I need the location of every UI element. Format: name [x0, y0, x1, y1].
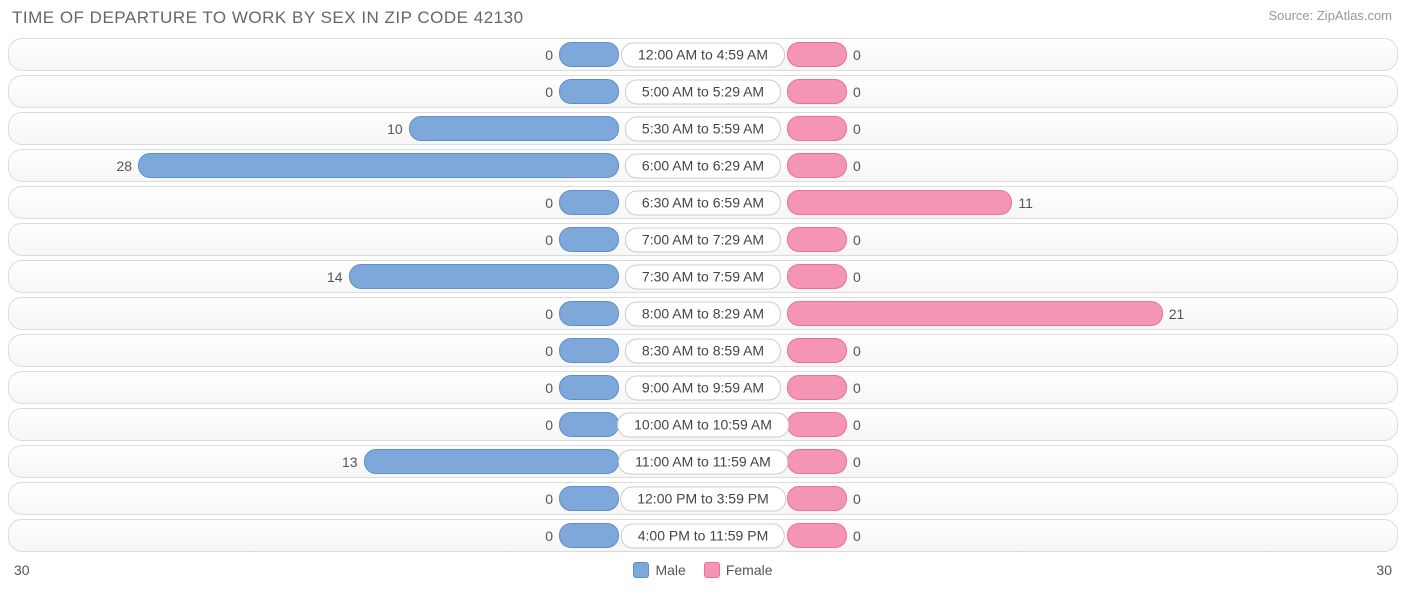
female-value: 21 — [1169, 306, 1185, 322]
row-label: 12:00 PM to 3:59 PM — [620, 486, 786, 511]
row-label: 6:30 AM to 6:59 AM — [625, 190, 781, 215]
female-bar — [787, 227, 847, 252]
chart-row: 28 0 6:00 AM to 6:29 AM — [8, 149, 1398, 182]
female-bar — [787, 301, 1163, 326]
female-bar — [787, 264, 847, 289]
source-attribution: Source: ZipAtlas.com — [1268, 8, 1392, 23]
row-label: 11:00 AM to 11:59 AM — [618, 449, 788, 474]
row-label: 9:00 AM to 9:59 AM — [625, 375, 781, 400]
female-bar — [787, 412, 847, 437]
female-value: 0 — [853, 121, 861, 137]
male-value: 0 — [545, 84, 553, 100]
female-bar — [787, 190, 1012, 215]
female-bar — [787, 486, 847, 511]
female-value: 0 — [853, 380, 861, 396]
female-value: 0 — [853, 491, 861, 507]
male-value: 0 — [545, 491, 553, 507]
female-bar — [787, 153, 847, 178]
female-value: 0 — [853, 417, 861, 433]
male-value: 0 — [545, 47, 553, 63]
chart-title: TIME OF DEPARTURE TO WORK BY SEX IN ZIP … — [8, 0, 1398, 38]
chart-row: 0 0 4:00 PM to 11:59 PM — [8, 519, 1398, 552]
tornado-chart: Source: ZipAtlas.com TIME OF DEPARTURE T… — [0, 0, 1406, 588]
row-label: 8:00 AM to 8:29 AM — [625, 301, 781, 326]
chart-row: 0 0 10:00 AM to 10:59 AM — [8, 408, 1398, 441]
row-label: 7:30 AM to 7:59 AM — [625, 264, 781, 289]
row-label: 5:30 AM to 5:59 AM — [625, 116, 781, 141]
row-label: 10:00 AM to 10:59 AM — [617, 412, 789, 437]
female-value: 0 — [853, 454, 861, 470]
male-bar — [559, 42, 619, 67]
male-value: 14 — [327, 269, 343, 285]
female-value: 0 — [853, 47, 861, 63]
row-label: 7:00 AM to 7:29 AM — [625, 227, 781, 252]
male-bar — [559, 227, 619, 252]
female-value: 11 — [1018, 195, 1033, 211]
female-value: 0 — [853, 84, 861, 100]
male-bar — [559, 79, 619, 104]
chart-row: 0 0 12:00 AM to 4:59 AM — [8, 38, 1398, 71]
row-label: 6:00 AM to 6:29 AM — [625, 153, 781, 178]
chart-row: 0 0 7:00 AM to 7:29 AM — [8, 223, 1398, 256]
male-value: 0 — [545, 343, 553, 359]
male-bar — [364, 449, 619, 474]
female-value: 0 — [853, 528, 861, 544]
male-bar — [559, 301, 619, 326]
female-value: 0 — [853, 158, 861, 174]
chart-row: 14 0 7:30 AM to 7:59 AM — [8, 260, 1398, 293]
male-value: 28 — [117, 158, 133, 174]
male-value: 0 — [545, 195, 553, 211]
female-bar — [787, 449, 847, 474]
chart-row: 0 11 6:30 AM to 6:59 AM — [8, 186, 1398, 219]
female-bar — [787, 42, 847, 67]
female-bar — [787, 338, 847, 363]
legend: Male Female — [633, 562, 772, 578]
male-value: 10 — [387, 121, 403, 137]
male-bar — [559, 523, 619, 548]
female-bar — [787, 523, 847, 548]
male-value: 0 — [545, 528, 553, 544]
female-value: 0 — [853, 269, 861, 285]
male-bar — [409, 116, 619, 141]
male-bar — [349, 264, 619, 289]
male-bar — [559, 190, 619, 215]
chart-row: 0 0 9:00 AM to 9:59 AM — [8, 371, 1398, 404]
legend-male: Male — [633, 562, 685, 578]
male-bar — [559, 486, 619, 511]
female-value: 0 — [853, 343, 861, 359]
female-bar — [787, 375, 847, 400]
chart-row: 0 21 8:00 AM to 8:29 AM — [8, 297, 1398, 330]
female-value: 0 — [853, 232, 861, 248]
chart-row: 0 0 5:00 AM to 5:29 AM — [8, 75, 1398, 108]
legend-female-swatch — [704, 562, 720, 578]
male-value: 13 — [342, 454, 358, 470]
male-bar — [559, 412, 619, 437]
male-value: 0 — [545, 232, 553, 248]
axis-max-left: 30 — [14, 562, 30, 578]
chart-footer: 30 Male Female 30 — [8, 556, 1398, 588]
legend-female-label: Female — [726, 562, 773, 578]
male-bar — [559, 338, 619, 363]
row-label: 5:00 AM to 5:29 AM — [625, 79, 781, 104]
row-label: 12:00 AM to 4:59 AM — [621, 42, 785, 67]
legend-female: Female — [704, 562, 773, 578]
female-bar — [787, 79, 847, 104]
female-bar — [787, 116, 847, 141]
row-label: 8:30 AM to 8:59 AM — [625, 338, 781, 363]
male-bar — [559, 375, 619, 400]
row-label: 4:00 PM to 11:59 PM — [621, 523, 785, 548]
chart-row: 13 0 11:00 AM to 11:59 AM — [8, 445, 1398, 478]
male-value: 0 — [545, 306, 553, 322]
chart-rows: 0 0 12:00 AM to 4:59 AM 0 0 5:00 AM to 5:29 A… — [8, 38, 1398, 552]
male-bar — [138, 153, 619, 178]
axis-max-right: 30 — [1376, 562, 1392, 578]
chart-row: 10 0 5:30 AM to 5:59 AM — [8, 112, 1398, 145]
male-value: 0 — [545, 380, 553, 396]
male-value: 0 — [545, 417, 553, 433]
legend-male-swatch — [633, 562, 649, 578]
legend-male-label: Male — [655, 562, 685, 578]
chart-row: 0 0 8:30 AM to 8:59 AM — [8, 334, 1398, 367]
chart-row: 0 0 12:00 PM to 3:59 PM — [8, 482, 1398, 515]
